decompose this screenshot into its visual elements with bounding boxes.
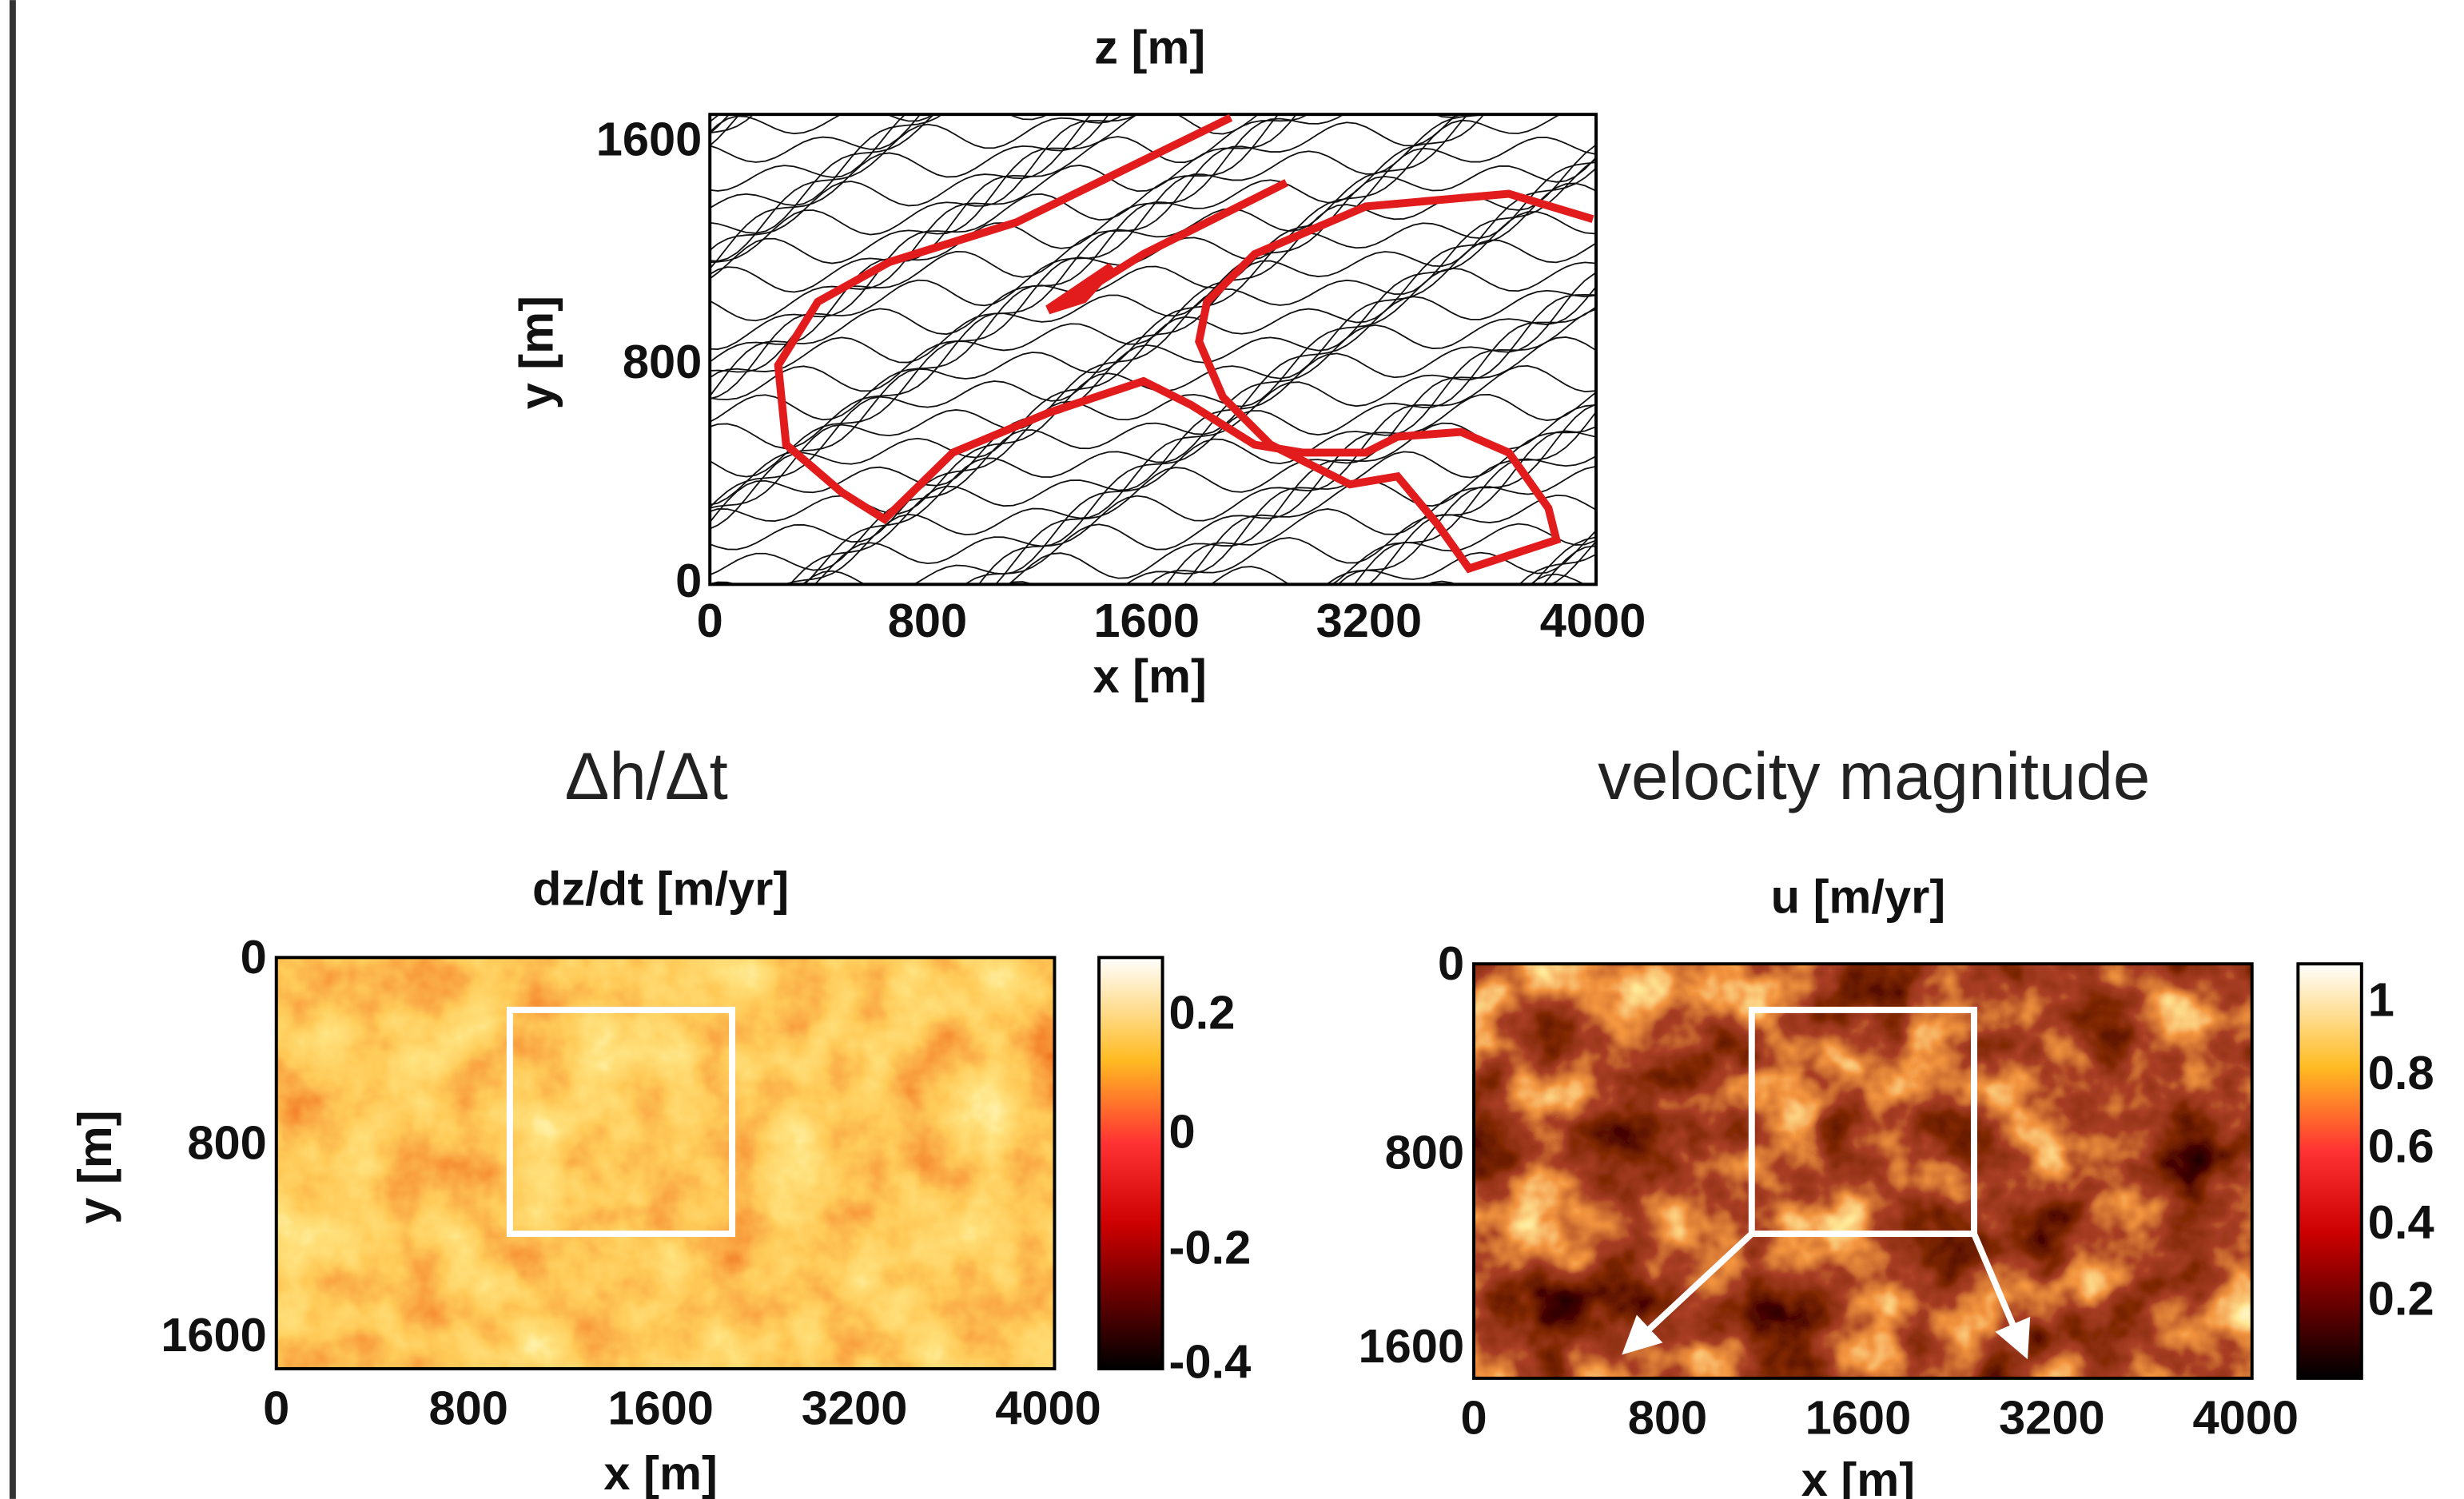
x-axis-label: x [m]	[1801, 1453, 1915, 1499]
y-axis-label: y [m]	[68, 1110, 121, 1223]
panel-heading: velocity magnitude	[1598, 738, 2150, 813]
x-tick-label: 800	[1628, 1390, 1707, 1444]
contour-line	[699, 670, 1604, 961]
y-tick-label: 1600	[1359, 1319, 1465, 1373]
x-tick-label: 0	[263, 1381, 289, 1434]
x-tick-label: 1600	[607, 1381, 714, 1434]
x-axis-label: x [m]	[1093, 649, 1206, 702]
colorbar-tick-label: 0.8	[2368, 1046, 2434, 1099]
heatmap	[277, 957, 1055, 1369]
x-axis-label: x [m]	[603, 1446, 717, 1499]
y-tick-label: 800	[623, 335, 702, 388]
contour-line	[699, 533, 1604, 892]
x-tick-label: 4000	[995, 1381, 1101, 1434]
x-tick-label: 4000	[1540, 594, 1646, 647]
colorbar-tick-label: 0.4	[2368, 1195, 2434, 1249]
y-tick-label: 0	[1438, 936, 1464, 990]
y-tick-label: 800	[1385, 1125, 1464, 1179]
colorbar-tick-label: 0	[1169, 1105, 1196, 1159]
colorbar-tick-label: 1	[2368, 973, 2394, 1027]
y-tick-label: 800	[187, 1116, 266, 1170]
colorbar-tick-label: -0.2	[1169, 1221, 1252, 1274]
y-tick-label: 1600	[161, 1308, 267, 1362]
x-tick-label: 800	[888, 594, 967, 647]
colorbar	[2298, 964, 2361, 1378]
x-tick-label: 3200	[1999, 1390, 2105, 1444]
colorbar-tick-label: 0.2	[2368, 1271, 2434, 1325]
x-tick-label: 4000	[2192, 1390, 2299, 1444]
panel-title: z [m]	[1094, 20, 1205, 74]
x-tick-label: 3200	[802, 1381, 908, 1434]
y-tick-label: 0	[241, 930, 267, 984]
x-tick-label: 1600	[1805, 1390, 1912, 1444]
y-tick-label: 1600	[596, 113, 703, 166]
y-tick-label: 0	[675, 554, 702, 607]
x-tick-label: 0	[1460, 1390, 1487, 1444]
colorbar-tick-label: -0.4	[1169, 1335, 1252, 1389]
colorbar	[1099, 957, 1162, 1369]
y-axis-label: y [m]	[509, 296, 563, 409]
panel-title: u [m/yr]	[1771, 870, 1946, 924]
panel-title: dz/dt [m/yr]	[532, 862, 789, 916]
x-tick-label: 3200	[1316, 594, 1423, 647]
panel-heading: Δh/Δt	[565, 738, 728, 813]
colorbar-tick-label: 0.2	[1169, 986, 1236, 1040]
x-tick-label: 1600	[1093, 594, 1200, 647]
figure: z [m] 0 800 1600 3200 4000 x [m] y [m] 1…	[0, 0, 2464, 1499]
contour-line	[699, 653, 1604, 990]
heatmap	[1474, 964, 2252, 1378]
x-tick-label: 800	[428, 1381, 508, 1434]
colorbar-tick-label: 0.6	[2368, 1119, 2434, 1173]
